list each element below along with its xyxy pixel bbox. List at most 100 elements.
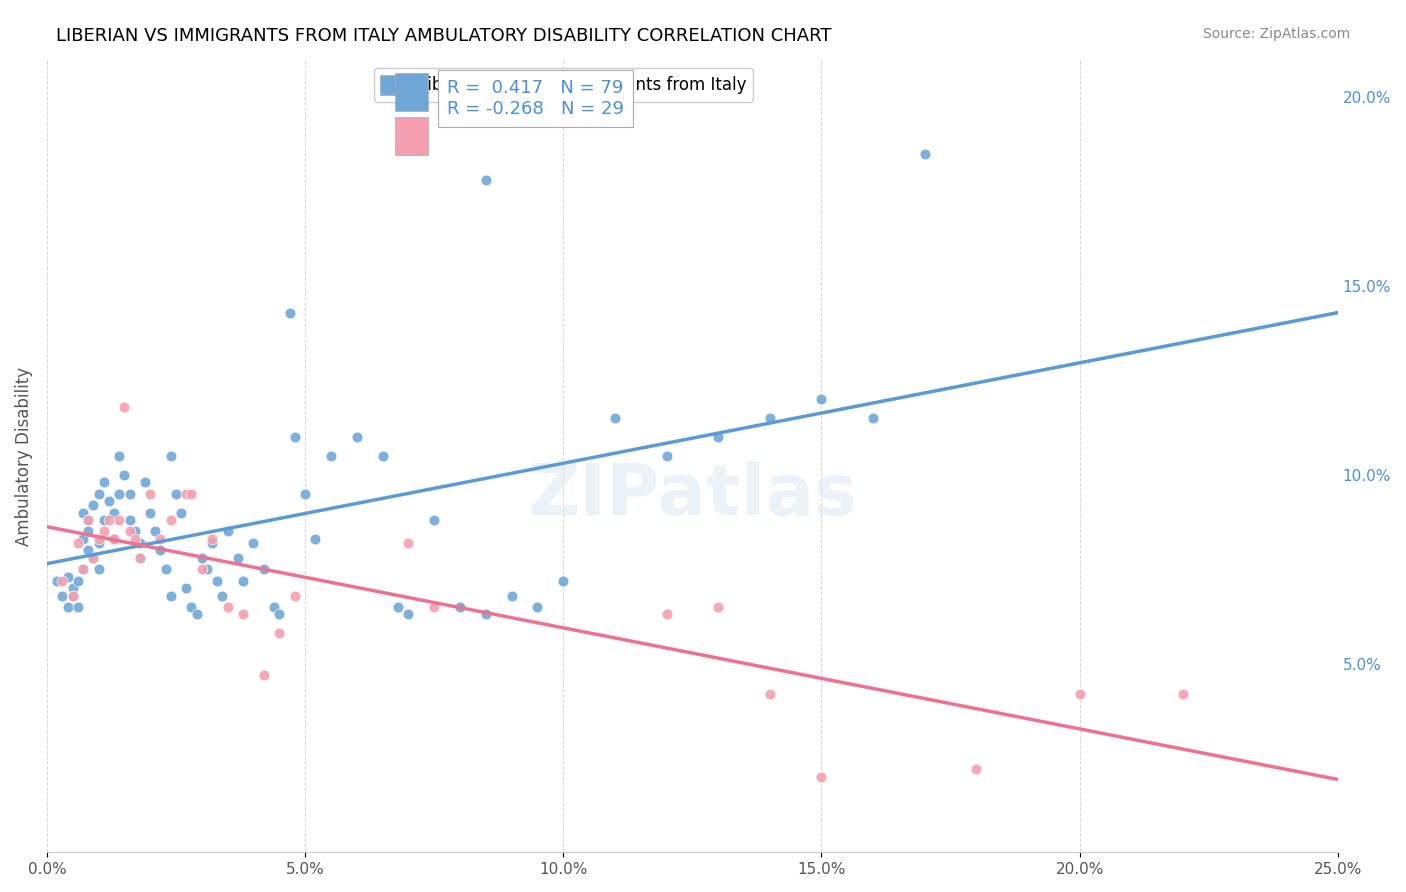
Point (77, 513, 100, 527)
Point (186, 607, 208, 622)
Point (475, 607, 498, 622)
Point (304, 532, 326, 546)
Point (242, 535, 264, 549)
Point (284, 589, 307, 603)
FancyBboxPatch shape (395, 117, 427, 154)
Point (253, 668, 276, 682)
Legend: Liberians, Immigrants from Italy: Liberians, Immigrants from Italy (374, 68, 752, 102)
Point (128, 550, 150, 565)
Point (124, 524, 146, 539)
Point (112, 467, 135, 482)
Point (217, 599, 239, 614)
Text: ZIPatlas: ZIPatlas (527, 461, 858, 530)
Point (278, 305, 301, 319)
Point (51, 574, 73, 588)
Point (82, 498, 104, 512)
Point (263, 599, 285, 614)
Point (97, 513, 120, 527)
Point (1069, 687, 1091, 701)
Point (77, 513, 100, 527)
Point (526, 599, 548, 614)
Point (87, 562, 110, 576)
Point (66, 535, 89, 549)
Point (284, 430, 307, 444)
Point (294, 486, 316, 500)
Y-axis label: Ambulatory Disability: Ambulatory Disability (15, 367, 32, 546)
Point (62, 589, 84, 603)
Point (118, 486, 141, 500)
Point (93, 524, 115, 539)
Point (108, 449, 131, 463)
Point (51, 589, 73, 603)
Point (159, 589, 181, 603)
Point (103, 532, 125, 546)
Point (149, 543, 172, 558)
Point (180, 599, 202, 614)
Point (423, 599, 446, 614)
Point (232, 574, 254, 588)
Point (143, 524, 166, 539)
Point (449, 599, 471, 614)
Point (475, 173, 498, 187)
Point (87, 532, 110, 546)
Point (165, 486, 187, 500)
Point (862, 411, 884, 425)
Point (396, 607, 419, 622)
Point (139, 486, 162, 500)
Point (217, 524, 239, 539)
Point (191, 562, 214, 576)
Point (603, 411, 626, 425)
Point (758, 687, 780, 701)
Point (387, 599, 409, 614)
Point (914, 147, 936, 161)
Point (159, 449, 181, 463)
Text: Source: ZipAtlas.com: Source: ZipAtlas.com (1202, 27, 1350, 41)
Point (423, 513, 446, 527)
Point (46, 574, 69, 588)
Point (82, 550, 104, 565)
Point (87, 486, 110, 500)
Text: R =  0.417   N = 79
R = -0.268   N = 29: R = 0.417 N = 79 R = -0.268 N = 29 (447, 79, 624, 119)
Point (965, 762, 987, 776)
Point (118, 524, 141, 539)
Point (176, 486, 198, 500)
Point (232, 607, 254, 622)
Point (269, 626, 291, 640)
Point (72, 532, 94, 546)
Point (155, 562, 177, 576)
Point (207, 574, 229, 588)
Point (62, 589, 84, 603)
Text: LIBERIAN VS IMMIGRANTS FROM ITALY AMBULATORY DISABILITY CORRELATION CHART: LIBERIAN VS IMMIGRANTS FROM ITALY AMBULA… (56, 27, 832, 45)
Point (118, 513, 141, 527)
Point (149, 532, 172, 546)
Point (201, 532, 224, 546)
Point (56, 570, 79, 584)
Point (346, 430, 368, 444)
Point (810, 392, 832, 407)
Point (93, 475, 115, 490)
Point (134, 475, 156, 490)
Point (553, 574, 575, 588)
Point (226, 550, 249, 565)
Point (128, 535, 150, 549)
Point (112, 400, 135, 414)
Point (97, 494, 120, 508)
Point (103, 532, 125, 546)
FancyBboxPatch shape (395, 73, 427, 112)
Point (77, 524, 100, 539)
Point (269, 607, 291, 622)
Point (108, 513, 131, 527)
Point (62, 581, 84, 595)
Point (128, 550, 150, 565)
Point (319, 449, 342, 463)
Point (191, 550, 214, 565)
Point (211, 589, 233, 603)
Point (180, 486, 202, 500)
Point (72, 562, 94, 576)
Point (396, 535, 419, 549)
Point (77, 543, 100, 558)
Point (66, 574, 89, 588)
Point (87, 535, 110, 549)
Point (72, 506, 94, 520)
Point (124, 532, 146, 546)
